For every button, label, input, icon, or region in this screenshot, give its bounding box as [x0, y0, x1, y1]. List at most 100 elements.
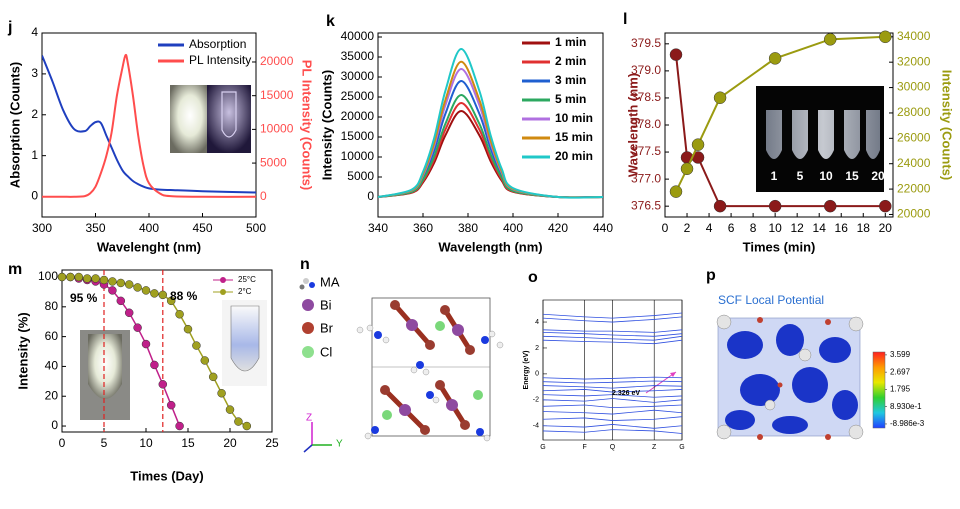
x-tick-label: 18 — [857, 221, 871, 235]
crystal-structure — [399, 319, 464, 416]
y-tick-label: 2 — [535, 345, 539, 352]
x-tick-label: 400 — [503, 221, 523, 235]
potential-cube — [848, 424, 864, 440]
legend-label: Cl — [320, 344, 332, 359]
crystal-structure — [416, 361, 424, 369]
potential-cube — [832, 390, 858, 420]
potential-cube — [727, 331, 763, 359]
legend-label: 3 min — [555, 73, 586, 87]
data-point — [175, 421, 184, 431]
panel-label: m — [8, 261, 22, 278]
y-tick-label: -4 — [533, 423, 539, 430]
x-tick-label: Z — [652, 444, 657, 451]
crystal-structure — [460, 420, 470, 430]
data-point — [208, 372, 218, 382]
legend-label: 20 min — [555, 149, 593, 163]
y-tick-label: 4 — [31, 25, 38, 39]
crystal-structure — [481, 336, 489, 344]
series-line — [378, 93, 603, 199]
chart-title: SCF Local Potential — [718, 293, 824, 307]
legend-label: PL Intensity — [189, 53, 251, 67]
potential-cube — [716, 314, 864, 440]
crystal-structure — [452, 324, 464, 336]
crystal-structure — [356, 297, 504, 442]
legend-label: Absorption — [189, 37, 246, 51]
inset-label: 15 — [845, 169, 859, 183]
inset-photo — [170, 85, 251, 153]
y-tick-label: 100 — [38, 269, 58, 283]
annotation-arrow — [645, 371, 677, 394]
data-point — [57, 272, 67, 282]
y-tick-label: 0 — [31, 189, 38, 203]
x-tick-label: G — [540, 444, 545, 451]
potential-cube — [825, 319, 831, 325]
legend-marker — [220, 277, 226, 283]
crystal-structure — [382, 302, 473, 433]
x-tick-label: 0 — [662, 221, 669, 235]
inset-photo — [756, 86, 884, 192]
inset-label: 1 — [771, 169, 778, 183]
potential-cube — [776, 324, 804, 356]
data-point — [217, 389, 226, 398]
y-tick-label: 15000 — [341, 129, 375, 143]
crystal-structure — [382, 321, 483, 420]
series-line — [378, 47, 603, 199]
series-line — [543, 329, 682, 333]
crystal-structure — [410, 366, 418, 374]
y2-tick-label: 28000 — [897, 105, 931, 119]
potential-cube — [777, 382, 783, 388]
data-point — [108, 286, 117, 295]
legend-label: 5 min — [555, 92, 586, 106]
x-tick-label: 25 — [265, 436, 279, 450]
y2-axis-title: Intensity (Counts) — [940, 70, 955, 181]
x-tick-label: 380 — [458, 221, 478, 235]
y-tick-label: 377.0 — [631, 171, 661, 185]
y-tick-label: 379.0 — [631, 63, 661, 77]
y-tick-label: 25000 — [341, 89, 375, 103]
y-tick-label: 4 — [535, 319, 539, 326]
panel-label: k — [326, 13, 335, 30]
potential-cube — [725, 324, 858, 434]
x-axis-title: Times (Day) — [130, 468, 203, 483]
legend-marker — [220, 289, 226, 295]
crystal-structure — [422, 368, 430, 376]
x-tick-label: 8 — [750, 221, 757, 235]
data-point — [141, 286, 151, 295]
crystal-structure — [446, 399, 458, 411]
potential-cube — [819, 337, 851, 363]
y-tick-label: 376.5 — [631, 198, 661, 212]
crystal-structure — [465, 345, 475, 355]
series-line — [543, 316, 682, 323]
inset-photo — [88, 334, 122, 399]
series-line — [543, 385, 682, 389]
data-point — [133, 283, 142, 292]
data-point — [150, 360, 159, 370]
plot-frame — [61, 269, 273, 433]
data-point — [823, 33, 837, 46]
series-line — [543, 380, 682, 384]
data-point — [879, 30, 892, 44]
crystal-structure — [390, 300, 400, 310]
series-line — [543, 376, 682, 380]
annotation-arrow — [645, 371, 677, 394]
y-tick-label: 40 — [45, 359, 59, 373]
y-tick-label: 40000 — [341, 29, 375, 43]
y-axis-title: Wavelength (nm) — [625, 73, 640, 177]
data-point — [141, 339, 151, 349]
data-point — [200, 356, 210, 365]
x-tick-label: 440 — [593, 221, 613, 235]
potential-cube — [757, 434, 763, 440]
data-point — [108, 277, 117, 286]
inset-photo — [221, 91, 237, 138]
y2-tick-label: 5000 — [260, 155, 287, 169]
crystal-structure — [426, 391, 434, 399]
crystal-structure — [380, 385, 390, 395]
data-point — [74, 272, 84, 282]
x-tick-label: Q — [610, 444, 616, 451]
data-point — [713, 199, 727, 213]
x-tick-label: 300 — [32, 221, 52, 235]
data-point — [91, 274, 100, 283]
x-tick-label: 4 — [706, 221, 713, 235]
